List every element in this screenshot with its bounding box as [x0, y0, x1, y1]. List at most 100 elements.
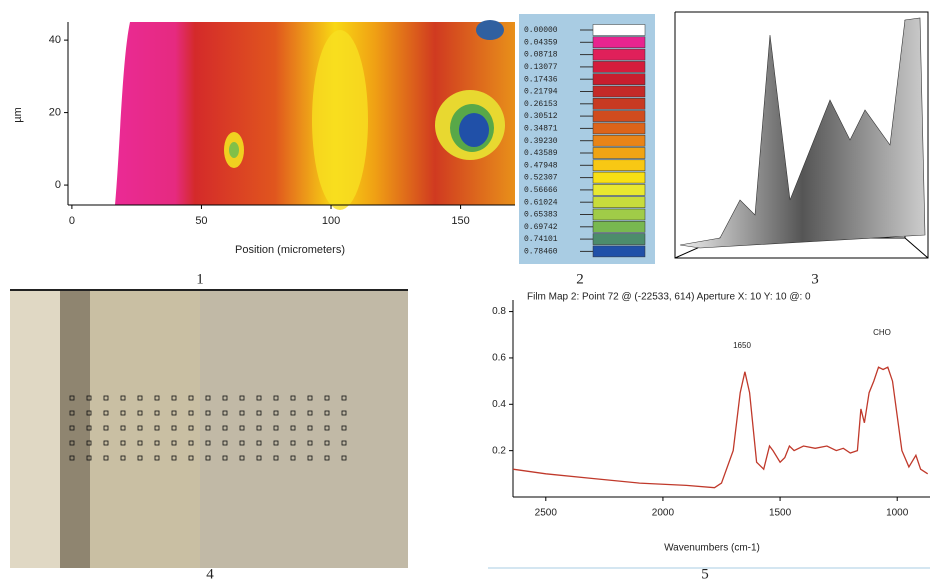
level-label: 0.43589 [524, 149, 558, 158]
contour-region [312, 30, 368, 210]
sample-point [307, 395, 313, 401]
sample-point [290, 395, 296, 401]
x-tick-label: 0 [69, 215, 75, 227]
level-swatch [592, 36, 646, 49]
sample-point [222, 455, 228, 461]
sample-point [69, 410, 75, 416]
sample-point [69, 425, 75, 431]
level-label: 0.21794 [524, 88, 558, 97]
level-swatch [592, 24, 646, 36]
sample-point [103, 440, 109, 446]
surface-plot [674, 11, 929, 259]
level-label: 0.52307 [524, 174, 558, 183]
caption: 5 [701, 566, 709, 582]
sample-point [188, 425, 194, 431]
sample-point [69, 440, 75, 446]
sample-point [120, 410, 126, 416]
sample-point [137, 455, 143, 461]
sample-point [239, 410, 245, 416]
x-axis-label: Wavenumbers (cm-1) [664, 543, 760, 554]
sample-point [137, 425, 143, 431]
y-tick-label: 20 [49, 107, 61, 119]
sample-point [222, 410, 228, 416]
sample-point [324, 425, 330, 431]
sample-point [341, 440, 347, 446]
level-swatch [592, 48, 646, 61]
level-swatch [592, 110, 646, 122]
level-swatch [592, 147, 646, 159]
level-label: 0.08718 [524, 51, 558, 60]
level-label: 0.13077 [524, 63, 558, 72]
sample-point [290, 425, 296, 431]
chart-title: Film Map 2: Point 72 @ (-22533, 614) Ape… [527, 292, 811, 303]
y-tick-label: 0 [55, 179, 61, 191]
sample-point [290, 410, 296, 416]
annotation: 1650 [733, 341, 751, 350]
sample-point [205, 410, 211, 416]
level-swatch [592, 134, 646, 147]
sample-point [103, 425, 109, 431]
photo-region [200, 290, 408, 568]
photo-region [60, 290, 90, 568]
sample-point [103, 395, 109, 401]
sample-point [256, 440, 262, 446]
sample-point [256, 410, 262, 416]
level-label: 0.74101 [524, 235, 558, 244]
sample-point [290, 455, 296, 461]
sample-point [188, 395, 194, 401]
x-tick-label: 100 [322, 215, 340, 227]
x-tick-label: 50 [195, 215, 207, 227]
sample-point [324, 395, 330, 401]
sample-point [188, 440, 194, 446]
spectrum-line [512, 366, 929, 489]
caption: 2 [576, 271, 584, 287]
x-tick-label: 150 [451, 215, 469, 227]
contour-region [229, 142, 239, 158]
sample-point [120, 395, 126, 401]
sample-point [154, 410, 160, 416]
sample-point [256, 395, 262, 401]
level-swatch [592, 61, 646, 73]
sample-point [103, 410, 109, 416]
x-tick-label: 2500 [535, 508, 558, 519]
y-tick-label: 0.6 [492, 353, 506, 364]
sample-point [171, 395, 177, 401]
sample-point [205, 455, 211, 461]
sample-point [154, 455, 160, 461]
sample-point [307, 425, 313, 431]
sample-point [307, 455, 313, 461]
level-swatch [592, 196, 646, 208]
sample-point [171, 455, 177, 461]
level-label: 0.00000 [524, 26, 558, 35]
sample-point [222, 425, 228, 431]
level-label: 0.65383 [524, 211, 558, 220]
level-swatch [592, 159, 646, 172]
sample-point [273, 425, 279, 431]
sample-point [307, 440, 313, 446]
sample-point [256, 455, 262, 461]
level-swatch [592, 233, 646, 245]
level-swatch [592, 208, 646, 221]
sample-point [239, 395, 245, 401]
sample-point [324, 410, 330, 416]
level-swatch [592, 171, 646, 184]
sample-point [222, 395, 228, 401]
sample-point [103, 455, 109, 461]
sample-grid [69, 395, 347, 461]
sample-point [324, 440, 330, 446]
contour-region [459, 113, 489, 147]
sample-point [120, 455, 126, 461]
level-label: 0.17436 [524, 75, 558, 84]
level-label: 0.69742 [524, 223, 558, 232]
sample-point [86, 425, 92, 431]
level-label: 0.26153 [524, 100, 558, 109]
y-axis-label: µm [12, 107, 24, 123]
sample-point [273, 455, 279, 461]
sample-point [120, 425, 126, 431]
level-label: 0.30512 [524, 112, 558, 121]
sample-point [69, 455, 75, 461]
sample-point [290, 440, 296, 446]
sample-point [256, 425, 262, 431]
sample-point [205, 395, 211, 401]
